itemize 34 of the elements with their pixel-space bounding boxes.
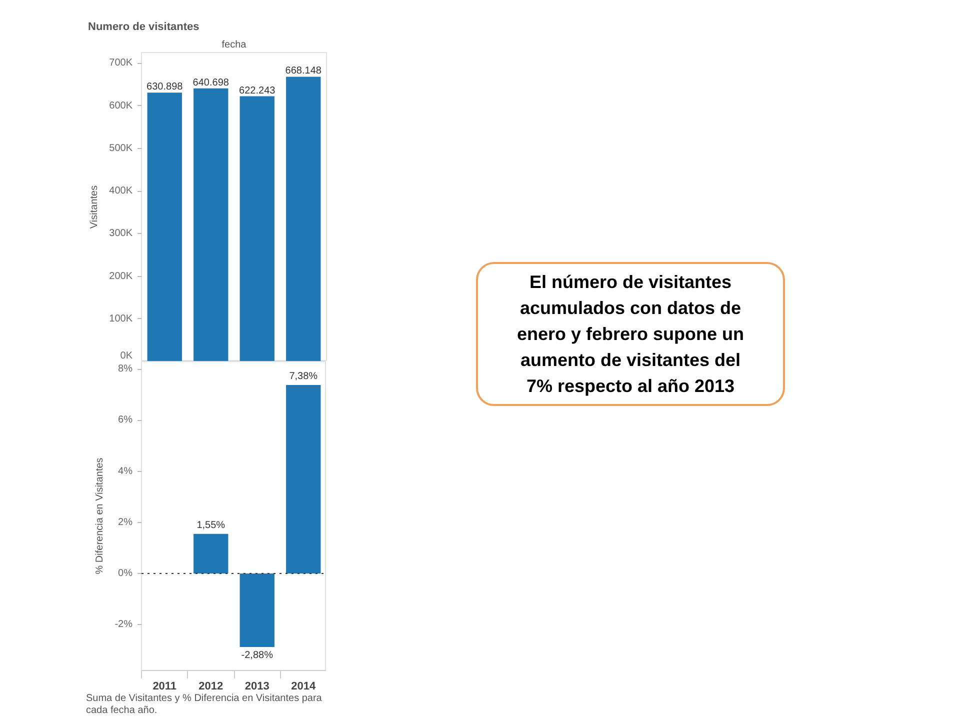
- y-axis-title: Visitantes: [89, 185, 100, 228]
- x-tick-label: 2014: [291, 680, 316, 692]
- y-tick-label: 600K: [109, 100, 133, 111]
- y-tick-label: 4%: [118, 466, 133, 477]
- y-tick-label: -2%: [114, 618, 133, 630]
- y-tick-label: 400K: [109, 185, 133, 196]
- y-tick-label: 2%: [118, 516, 133, 528]
- y-tick-label: 8%: [118, 363, 133, 374]
- y-tick-label: 200K: [109, 270, 133, 282]
- data-label: -2,88%: [241, 650, 274, 661]
- data-label: 640.698: [192, 77, 230, 88]
- y-tick-label: 100K: [109, 313, 133, 324]
- data-label: 668.148: [285, 65, 322, 76]
- text: Suma de Visitantes y % Diferencia en Visitantes para cada fecha año.: [86, 692, 323, 717]
- x-tick-label: 2011: [152, 680, 177, 692]
- data-label: 7,38%: [289, 370, 318, 382]
- y-tick-label: 6%: [118, 414, 133, 426]
- bar: [240, 573, 274, 647]
- bar: [286, 384, 321, 574]
- y-tick-label: 500K: [109, 142, 133, 154]
- x-tick-label: 2013: [244, 680, 270, 692]
- y-tick-label: 300K: [109, 228, 133, 239]
- data-label: 622.243: [239, 85, 276, 96]
- data-label: 630.898: [146, 81, 184, 92]
- text: El número de visitantes acumulados con datos de enero y febrero supone un aumento de visitantes del 7% respecto al año 2013: [516, 271, 746, 398]
- y-tick-label: 700K: [109, 57, 133, 68]
- y-axis-title: % Diferencia en Visitantes: [94, 457, 106, 574]
- x-tick-label: 2012: [198, 680, 224, 692]
- y-tick-label: 0K: [120, 350, 133, 362]
- x-axis-title: fecha: [222, 39, 247, 50]
- data-label: 1,55%: [196, 520, 226, 531]
- chart-title: Numero de visitantes: [88, 20, 200, 35]
- y-tick-label: 0%: [118, 568, 133, 579]
- bar: [194, 534, 228, 574]
